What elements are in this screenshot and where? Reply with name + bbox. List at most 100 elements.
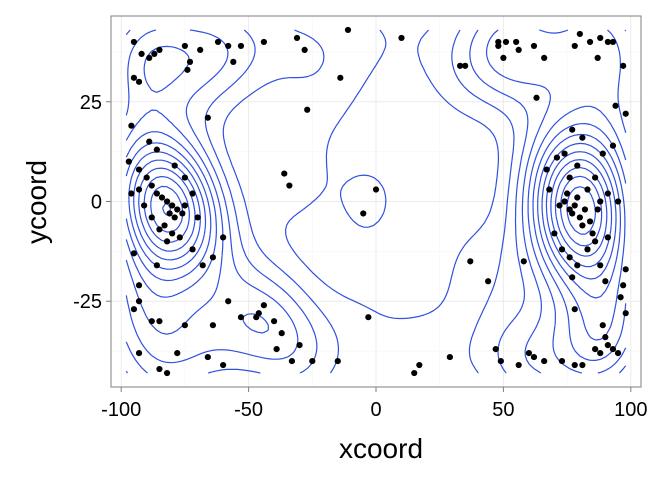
contour-line bbox=[125, 45, 627, 374]
data-point bbox=[558, 357, 566, 365]
contour-line bbox=[125, 29, 627, 374]
data-point bbox=[204, 114, 211, 121]
data-point bbox=[622, 110, 629, 117]
data-point bbox=[609, 38, 617, 46]
data-point bbox=[151, 50, 158, 57]
data-point bbox=[553, 154, 561, 161]
data-point bbox=[135, 78, 143, 85]
data-point bbox=[411, 369, 418, 377]
data-point bbox=[566, 254, 573, 261]
data-point bbox=[128, 190, 135, 197]
data-point bbox=[293, 34, 301, 42]
data-point bbox=[597, 34, 604, 42]
data-point bbox=[270, 318, 278, 325]
y-axis-title: ycoord bbox=[21, 160, 52, 244]
data-point bbox=[569, 126, 576, 133]
data-point bbox=[309, 357, 316, 365]
data-point bbox=[594, 206, 601, 213]
scatter-points bbox=[125, 26, 629, 377]
data-point bbox=[589, 230, 596, 237]
data-point bbox=[576, 30, 583, 38]
data-point bbox=[604, 342, 611, 349]
data-point bbox=[158, 194, 166, 201]
data-point bbox=[546, 186, 553, 193]
data-point bbox=[571, 42, 578, 50]
data-point bbox=[181, 322, 188, 329]
data-point bbox=[214, 38, 222, 46]
data-point bbox=[135, 166, 143, 173]
data-point bbox=[148, 182, 155, 189]
data-point bbox=[586, 38, 594, 46]
data-point bbox=[571, 202, 578, 209]
data-point bbox=[599, 150, 606, 157]
data-point bbox=[604, 38, 611, 46]
data-point bbox=[220, 234, 227, 241]
data-point bbox=[620, 282, 627, 289]
data-point bbox=[485, 278, 492, 285]
data-point bbox=[130, 306, 138, 313]
data-point bbox=[622, 310, 629, 317]
x-tick-label: -100 bbox=[101, 399, 141, 421]
data-point bbox=[273, 346, 280, 353]
data-point bbox=[260, 302, 267, 309]
data-point bbox=[515, 361, 522, 369]
data-point bbox=[220, 361, 227, 369]
data-point bbox=[166, 210, 173, 217]
data-point bbox=[161, 222, 168, 229]
data-point bbox=[586, 218, 594, 225]
data-point bbox=[581, 206, 589, 213]
data-point bbox=[446, 353, 453, 361]
data-point bbox=[614, 198, 622, 205]
data-point bbox=[564, 190, 571, 197]
data-point bbox=[181, 174, 188, 181]
data-point bbox=[255, 310, 262, 317]
data-point bbox=[561, 198, 568, 205]
data-point bbox=[571, 361, 578, 369]
data-point bbox=[334, 357, 341, 365]
data-point bbox=[301, 46, 308, 54]
data-point bbox=[225, 298, 232, 305]
data-point bbox=[520, 258, 527, 265]
data-point bbox=[609, 346, 617, 353]
data-point bbox=[141, 202, 148, 209]
data-point bbox=[617, 294, 624, 301]
data-point bbox=[530, 353, 538, 361]
data-point bbox=[416, 361, 423, 369]
data-point bbox=[551, 230, 558, 237]
data-point bbox=[622, 266, 629, 273]
data-point bbox=[186, 58, 194, 65]
data-point bbox=[237, 314, 245, 321]
data-point bbox=[288, 357, 296, 365]
data-point bbox=[169, 230, 176, 237]
data-point bbox=[125, 158, 132, 165]
data-point bbox=[156, 318, 163, 325]
data-point bbox=[171, 214, 178, 221]
data-point bbox=[497, 357, 504, 365]
y-tick-label: 0 bbox=[91, 192, 102, 214]
data-point bbox=[569, 274, 576, 281]
contour-line bbox=[128, 142, 621, 299]
data-point bbox=[592, 346, 599, 353]
data-point bbox=[467, 258, 474, 265]
data-point bbox=[153, 262, 160, 269]
x-tick-label: -50 bbox=[234, 399, 263, 421]
data-point bbox=[543, 166, 550, 173]
data-point bbox=[197, 46, 204, 54]
data-point bbox=[604, 190, 611, 197]
data-point bbox=[209, 322, 217, 329]
data-point bbox=[181, 202, 188, 209]
data-point bbox=[597, 349, 604, 357]
data-point bbox=[199, 262, 206, 269]
y-tick-label: 25 bbox=[80, 92, 102, 114]
data-point bbox=[579, 361, 586, 369]
data-point bbox=[584, 186, 591, 193]
data-point bbox=[574, 162, 581, 169]
data-point bbox=[163, 369, 171, 377]
data-point bbox=[169, 202, 176, 209]
axes: -100 -50 0 50 100 25 0 -25 bbox=[73, 92, 647, 421]
data-point bbox=[597, 198, 604, 205]
data-point bbox=[209, 254, 217, 261]
data-point bbox=[344, 26, 352, 34]
data-point bbox=[513, 38, 520, 46]
